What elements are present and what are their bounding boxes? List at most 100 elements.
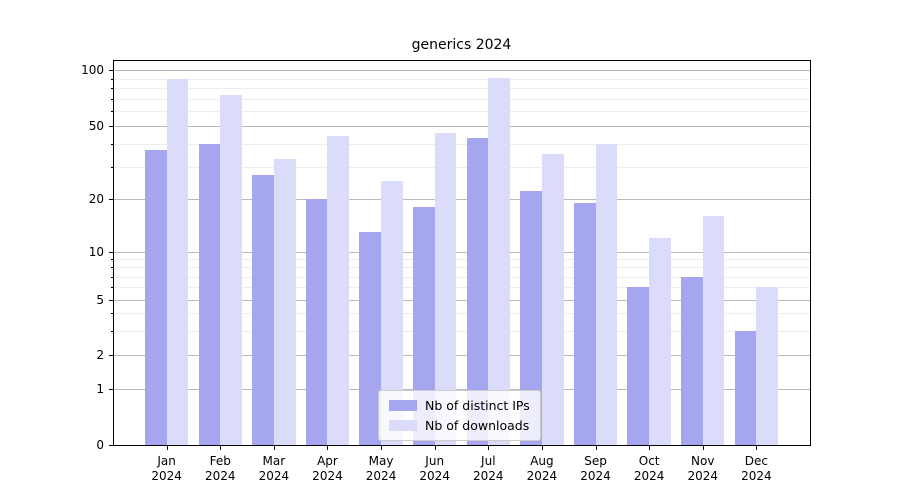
bar-distinct-ips-dec [734, 330, 757, 445]
y-tick-label: 5 [96, 293, 104, 307]
minor-gridline [113, 267, 810, 269]
y-tick-label: 50 [88, 119, 104, 133]
y-tick-mark [109, 126, 113, 127]
bar-distinct-ips-aug [520, 191, 542, 445]
x-tick-label-may: May 2024 [365, 454, 397, 483]
x-tick-label-dec: Dec 2024 [741, 454, 772, 483]
y-tick-label: 1 [96, 382, 104, 396]
y-tick-mark [109, 445, 113, 446]
bar-downloads-jan [166, 78, 189, 445]
plot-area [113, 60, 810, 445]
x-tick-label-sep: Sep 2024 [580, 454, 611, 483]
legend-swatch-downloads [389, 420, 417, 431]
x-tick-mark [327, 446, 329, 450]
minor-gridline [113, 330, 810, 332]
bar-distinct-ips-jul [466, 138, 489, 445]
bar-distinct-ips-jan [144, 149, 167, 445]
legend-label-downloads: Nb of downloads [425, 418, 530, 433]
y-tick-label: 0 [96, 438, 104, 452]
minor-gridline [113, 166, 810, 168]
major-gridline [113, 199, 810, 200]
y-minor-tick-mark [111, 78, 113, 80]
major-gridline [113, 300, 810, 301]
y-minor-tick-mark [111, 143, 113, 145]
x-tick-mark [702, 446, 704, 450]
bar-downloads-aug [541, 154, 564, 445]
chart-title: generics 2024 [411, 37, 512, 53]
bar-downloads-oct [649, 238, 671, 445]
y-tick-mark [109, 355, 113, 356]
x-tick-mark [595, 446, 597, 450]
axis-spine-bottom [113, 445, 811, 446]
x-tick-mark [434, 446, 436, 450]
y-tick-mark [109, 70, 113, 71]
y-tick-label: 10 [88, 245, 104, 259]
minor-gridline [113, 143, 810, 145]
major-gridline [113, 355, 810, 356]
y-tick-label: 2 [96, 348, 104, 362]
legend-item-downloads: Nb of downloads [389, 418, 530, 433]
minor-gridline [113, 259, 810, 261]
y-minor-tick-mark [111, 330, 113, 332]
x-tick-mark [220, 446, 222, 450]
x-tick-label-nov: Nov 2024 [687, 454, 719, 483]
minor-gridline [113, 88, 810, 90]
major-gridline [113, 389, 810, 390]
y-minor-tick-mark [111, 88, 113, 90]
y-tick-label: 100 [81, 63, 104, 77]
bar-distinct-ips-nov [681, 276, 703, 445]
major-gridline [113, 252, 810, 253]
y-minor-tick-mark [111, 287, 113, 289]
minor-gridline [113, 98, 810, 100]
bar-distinct-ips-oct [627, 287, 650, 445]
x-tick-label-jan: Jan 2024 [151, 454, 182, 483]
y-tick-mark [109, 300, 113, 301]
minor-gridline [113, 111, 810, 113]
minor-gridline [113, 78, 810, 80]
x-tick-mark [381, 446, 383, 450]
bar-distinct-ips-may [359, 231, 382, 445]
x-tick-label-mar: Mar 2024 [258, 454, 290, 483]
major-gridline [113, 70, 810, 71]
major-gridline [113, 126, 810, 127]
x-tick-label-feb: Feb 2024 [204, 454, 236, 483]
bar-downloads-mar [273, 159, 296, 445]
y-tick-mark [109, 199, 113, 200]
minor-gridline [113, 276, 810, 278]
bar-distinct-ips-mar [252, 175, 274, 445]
y-minor-tick-mark [111, 267, 113, 269]
bar-distinct-ips-sep [573, 202, 596, 445]
x-tick-label-oct: Oct 2024 [633, 454, 665, 483]
bar-distinct-ips-feb [198, 143, 221, 445]
y-tick-label: 20 [88, 192, 104, 206]
x-tick-label-jun: Jun 2024 [419, 454, 450, 483]
y-tick-mark [109, 252, 113, 253]
legend-item-distinct-ips: Nb of distinct IPs [389, 398, 530, 413]
x-tick-mark [649, 446, 651, 450]
legend-label-distinct-ips: Nb of distinct IPs [425, 398, 530, 413]
axis-spine-left [113, 60, 114, 446]
bar-downloads-dec [756, 287, 779, 445]
x-tick-label-jul: Jul 2024 [473, 454, 504, 483]
axis-spine-right [810, 60, 811, 446]
legend: Nb of distinct IPs Nb of downloads [378, 390, 541, 441]
y-minor-tick-mark [111, 166, 113, 168]
x-tick-mark [541, 446, 543, 450]
axis-spine-top [113, 60, 811, 61]
bar-downloads-feb [220, 95, 242, 445]
bar-distinct-ips-apr [305, 199, 328, 445]
bar-downloads-apr [327, 136, 350, 445]
bar-downloads-nov [702, 216, 725, 445]
y-minor-tick-mark [111, 98, 113, 100]
y-tick-mark [109, 389, 113, 390]
y-minor-tick-mark [111, 276, 113, 278]
y-minor-tick-mark [111, 111, 113, 113]
x-tick-mark [756, 446, 758, 450]
minor-gridline [113, 287, 810, 289]
x-tick-label-apr: Apr 2024 [312, 454, 343, 483]
bar-downloads-jul [488, 77, 510, 445]
x-tick-mark [273, 446, 275, 450]
legend-swatch-distinct-ips [389, 400, 417, 411]
bar-distinct-ips-jun [412, 207, 435, 445]
